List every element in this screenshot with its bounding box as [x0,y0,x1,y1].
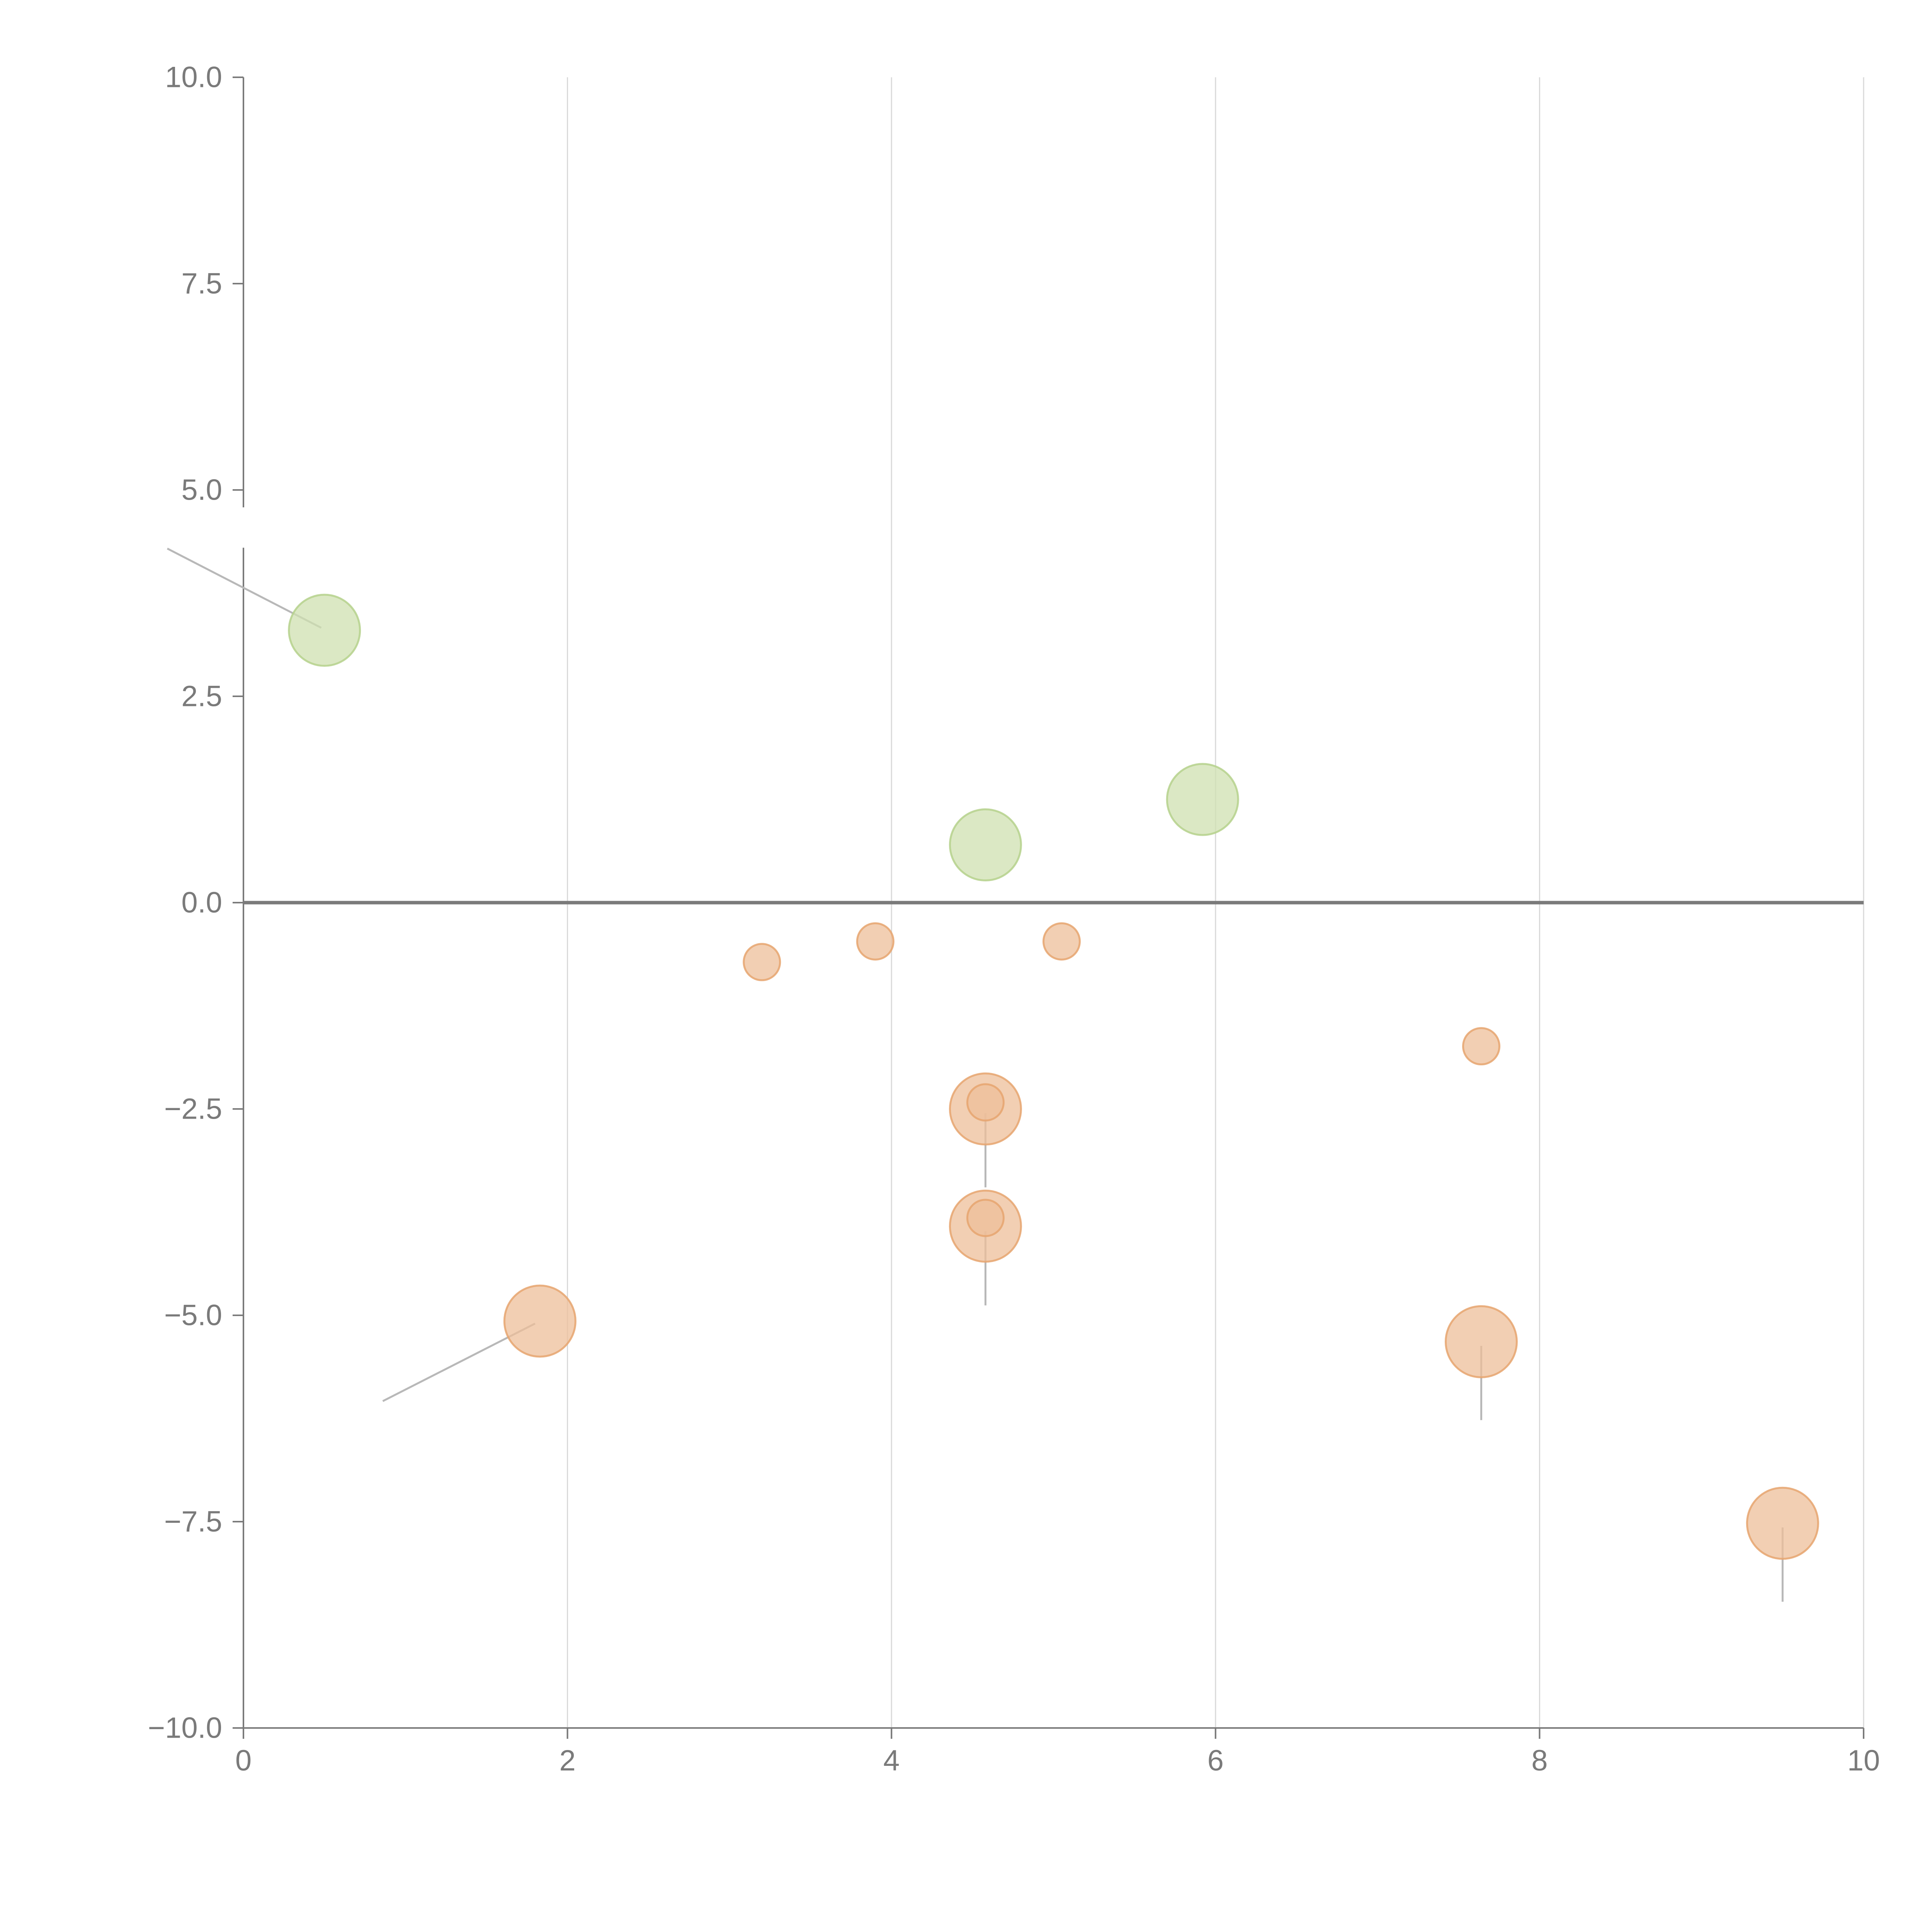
y-tick-label: 5.0 [181,474,222,507]
negative-bubble [1462,1027,1500,1066]
negative-bubble [503,1284,577,1358]
y-tick-label: 7.5 [181,267,222,300]
data-points [288,594,1819,1560]
negative-bubble [743,943,781,981]
x-tick-label: 6 [1208,1744,1224,1777]
positive-bubble [949,808,1022,881]
y-tick-label: −2.5 [164,1093,222,1126]
negative-bubble [1042,922,1081,961]
y-tick-label: −5.0 [164,1299,222,1332]
y-tick-label: 10.0 [165,61,222,94]
tick-labels: 10.0 7.5 5.0 2.5 0.0 −2.5 −5.0 −7.5 −10.0 0 2 4 6 8 10 [148,61,1880,1777]
y-tick-label: −10.0 [148,1712,222,1745]
x-tick-label: 0 [235,1744,252,1777]
y-tick-label: −7.5 [164,1505,222,1538]
negative-bubble [966,1199,1005,1237]
negative-bubble [1444,1305,1518,1378]
negative-bubble [966,1083,1005,1122]
x-tick-label: 8 [1531,1744,1548,1777]
positive-bubble [1166,763,1239,836]
negative-bubble [856,922,895,961]
y-tick-label: 0.0 [181,886,222,919]
axes [233,77,1864,1739]
x-tick-label: 2 [559,1744,575,1777]
x-tick-label: 4 [883,1744,900,1777]
positive-bubble [288,594,361,667]
y-tick-label: 2.5 [181,680,222,713]
negative-bubble [1746,1486,1819,1560]
x-tick-label: 10 [1847,1744,1880,1777]
